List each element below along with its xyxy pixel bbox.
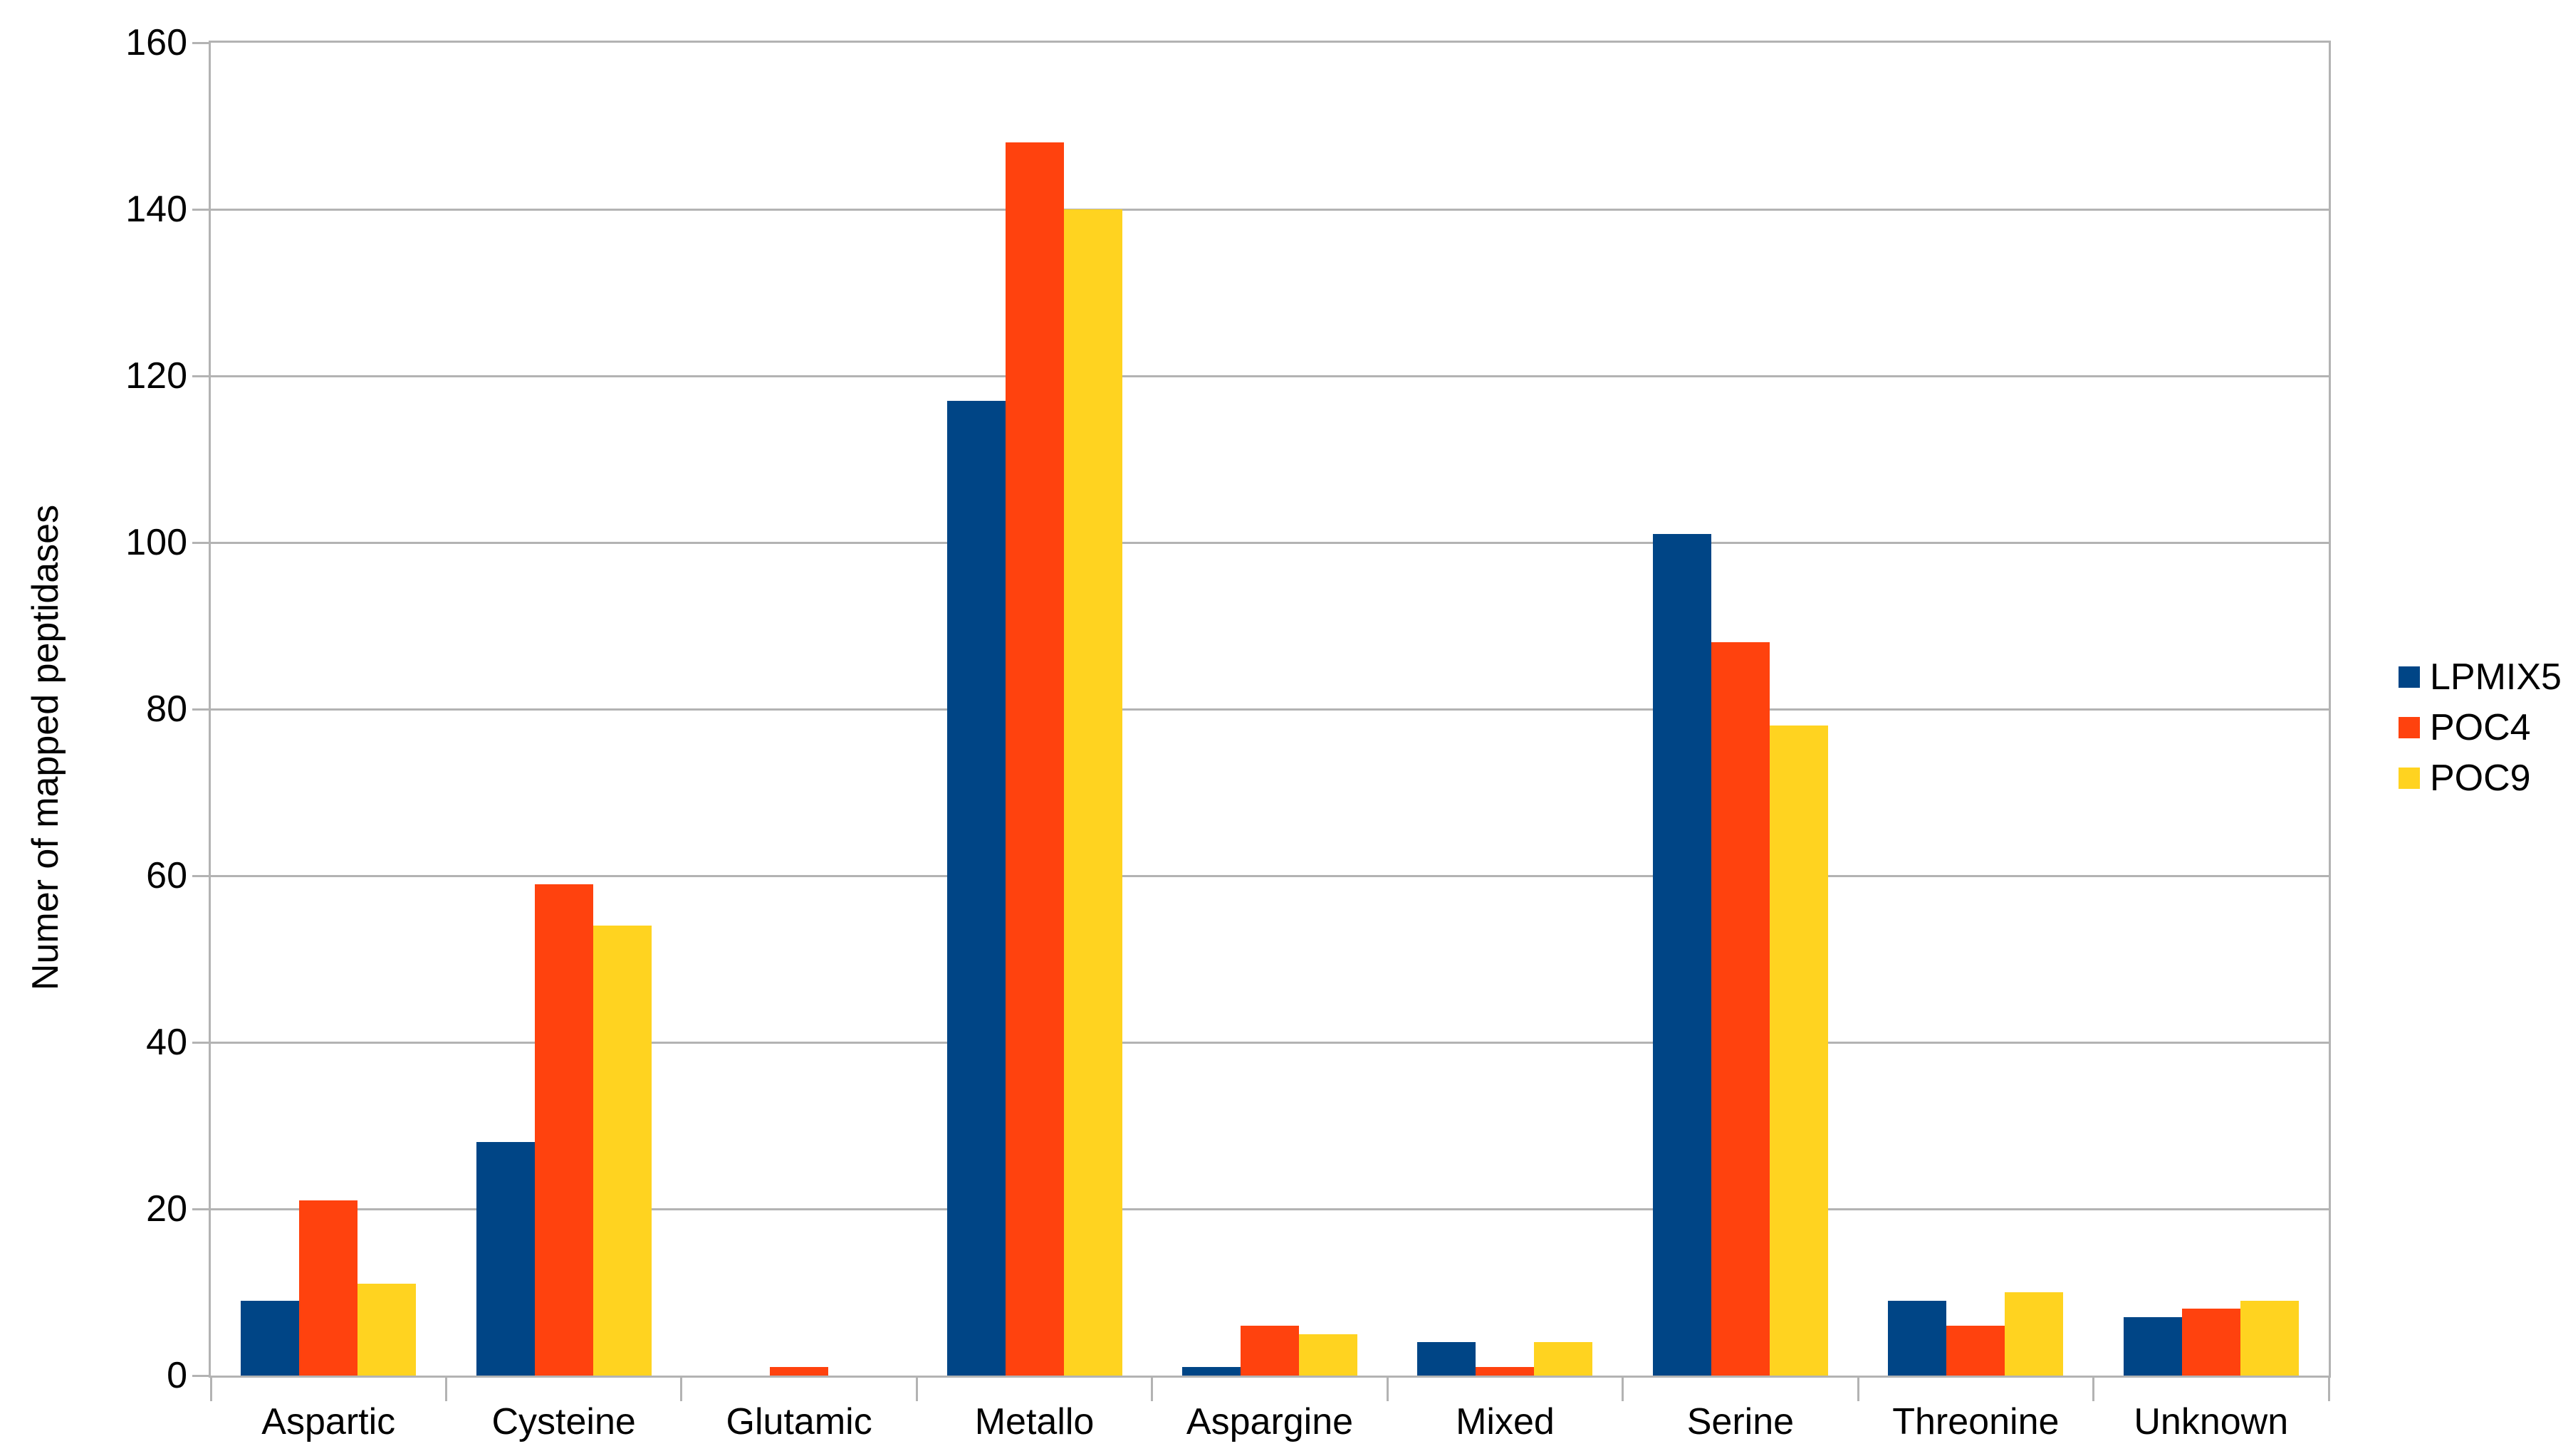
x-tick-8 [2092, 1376, 2095, 1401]
y-tick-label-120: 120 [125, 355, 187, 397]
y-tick-20 [192, 1208, 209, 1210]
legend-item-POC4: POC4 [2399, 702, 2562, 753]
legend-label-POC9: POC9 [2430, 757, 2531, 799]
gridline-20 [211, 1208, 2329, 1210]
gridline-100 [211, 541, 2329, 544]
y-tick-label-80: 80 [146, 688, 187, 730]
x-label-Aspargine: Aspargine [1186, 1401, 1354, 1442]
x-label-Aspartic: Aspartic [261, 1401, 396, 1442]
y-tick-80 [192, 708, 209, 711]
bar-POC4-Aspartic [299, 1200, 358, 1376]
gridline-40 [211, 1041, 2329, 1044]
bar-LPMIX5-Unknown [2123, 1317, 2182, 1376]
bar-LPMIX5-Serine [1652, 534, 1711, 1376]
x-tick-7 [1857, 1376, 1859, 1401]
gridline-120 [211, 375, 2329, 377]
bar-POC4-Glutamic [770, 1367, 829, 1376]
legend-marker-POC9 [2399, 767, 2420, 789]
x-label-Serine: Serine [1686, 1401, 1795, 1442]
bar-POC4-Threonine [1946, 1325, 2005, 1376]
x-tick-0 [209, 1376, 212, 1401]
x-tick-4 [1151, 1376, 1154, 1401]
bar-POC9-Mixed [1534, 1342, 1593, 1376]
x-tick-3 [915, 1376, 918, 1401]
legend-item-POC9: POC9 [2399, 753, 2562, 803]
x-tick-2 [680, 1376, 683, 1401]
x-label-Mixed: Mixed [1456, 1401, 1555, 1442]
bar-POC9-Aspargine [1299, 1334, 1357, 1376]
y-tick-120 [192, 375, 209, 377]
y-tick-label-160: 160 [125, 22, 187, 63]
legend-label-LPMIX5: LPMIX5 [2430, 656, 2562, 698]
y-tick-label-40: 40 [146, 1022, 187, 1063]
bar-POC9-Unknown [2240, 1300, 2299, 1376]
bar-POC4-Serine [1711, 642, 1770, 1376]
bar-LPMIX5-Threonine [1888, 1300, 1947, 1376]
y-tick-label-0: 0 [167, 1355, 187, 1396]
legend-marker-POC4 [2399, 716, 2420, 738]
x-label-Unknown: Unknown [2134, 1401, 2289, 1442]
bar-POC9-Threonine [2005, 1292, 2064, 1376]
bar-POC9-Aspartic [357, 1284, 417, 1376]
bar-POC4-Metallo [1005, 142, 1064, 1376]
bar-POC4-Unknown [2181, 1309, 2240, 1376]
plot-area: 0 20 40 60 80 100 120 140 160 Aspartic Cysteine Gl… [125, 24, 2331, 1442]
x-label-Metallo: Metallo [974, 1401, 1095, 1442]
y-tick-160 [192, 41, 209, 44]
bar-POC9-Cysteine [593, 926, 652, 1376]
legend-item-LPMIX5: LPMIX5 [2399, 651, 2562, 702]
y-tick-label-100: 100 [125, 522, 187, 563]
legend: LPMIX5 POC4 POC9 [2399, 651, 2562, 803]
y-tick-label-20: 20 [146, 1188, 187, 1230]
gridline-80 [211, 708, 2329, 711]
bar-LPMIX5-Metallo [946, 401, 1006, 1376]
x-tick-6 [1622, 1376, 1624, 1401]
y-tick-label-140: 140 [125, 189, 187, 230]
y-tick-140 [192, 208, 209, 211]
y-tick-0 [192, 1374, 209, 1377]
y-axis-title: Numer of mapped peptidases [25, 504, 66, 991]
gridline-60 [211, 874, 2329, 877]
y-tick-100 [192, 541, 209, 544]
bar-LPMIX5-Aspartic [241, 1300, 300, 1376]
x-tick-1 [444, 1376, 447, 1401]
x-tick-9 [2327, 1376, 2330, 1401]
bar-POC9-Metallo [1063, 209, 1122, 1376]
bar-POC4-Cysteine [534, 884, 593, 1376]
bar-POC9-Serine [1769, 726, 1828, 1376]
bar-LPMIX5-Cysteine [476, 1142, 535, 1376]
y-tick-40 [192, 1041, 209, 1044]
x-label-Cysteine: Cysteine [491, 1401, 636, 1442]
gridline-140 [211, 208, 2329, 211]
bar-LPMIX5-Mixed [1417, 1342, 1476, 1376]
legend-marker-LPMIX5 [2399, 666, 2420, 688]
legend-label-POC4: POC4 [2430, 706, 2531, 748]
x-label-Glutamic: Glutamic [726, 1401, 872, 1442]
y-tick-label-60: 60 [146, 855, 187, 896]
x-tick-5 [1386, 1376, 1389, 1401]
y-tick-60 [192, 874, 209, 877]
x-label-Threonine: Threonine [1892, 1401, 2060, 1442]
bar-POC4-Mixed [1476, 1367, 1535, 1376]
bar-POC4-Aspargine [1241, 1325, 1299, 1376]
bar-LPMIX5-Aspargine [1182, 1367, 1241, 1376]
